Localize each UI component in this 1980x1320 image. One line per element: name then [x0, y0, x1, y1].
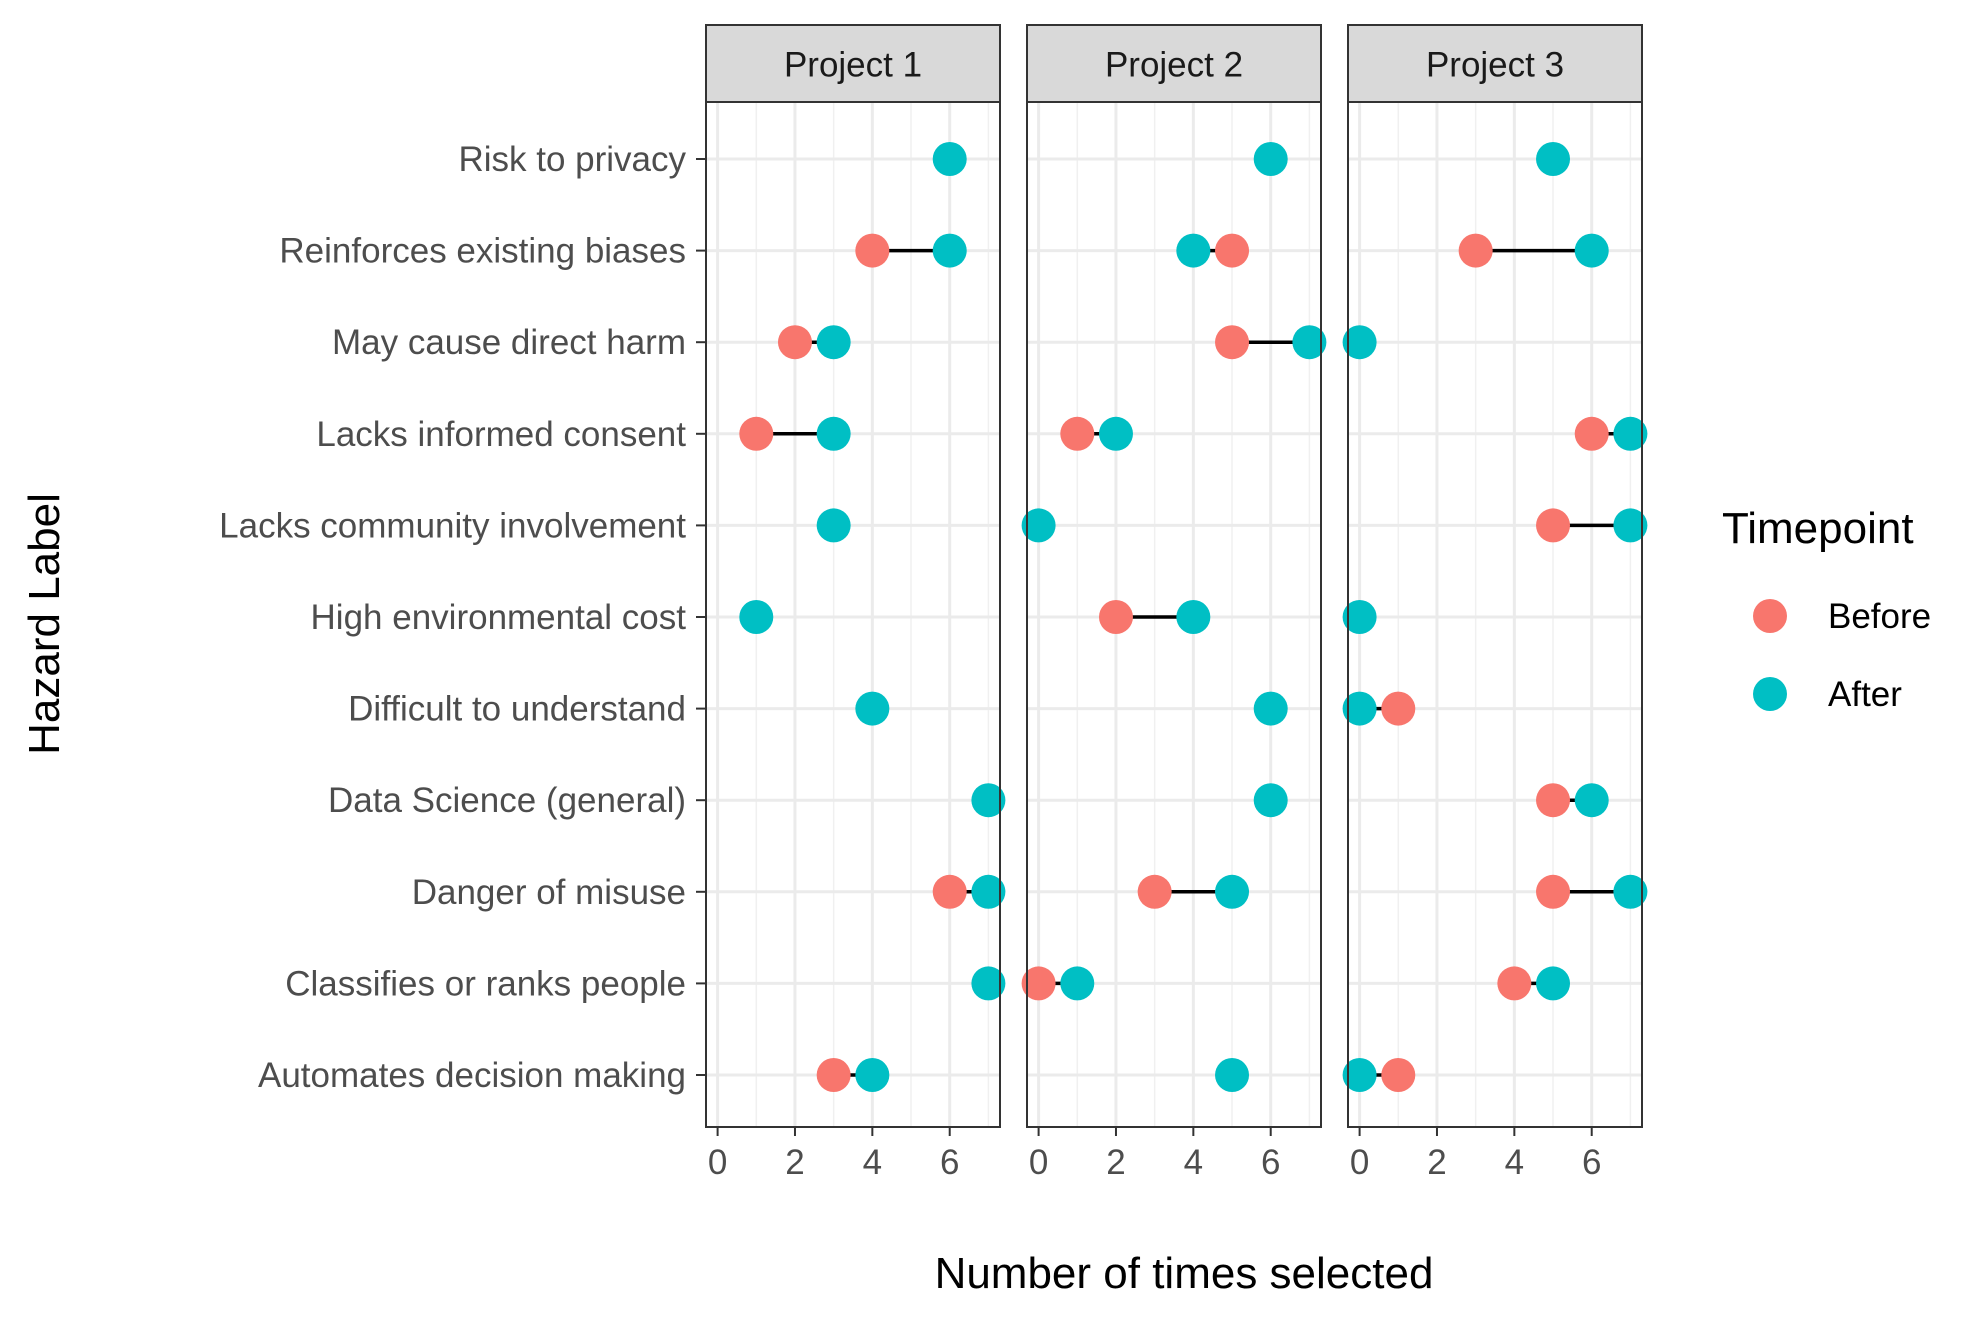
- x-tick-label: 0: [1350, 1143, 1369, 1182]
- x-axis-title: Number of times selected: [935, 1249, 1434, 1298]
- panel-title: Project 2: [1105, 46, 1243, 85]
- x-tick-label: 2: [785, 1143, 804, 1182]
- after-point: [971, 966, 1006, 1001]
- category-label: May cause direct harm: [332, 323, 686, 362]
- before-point: [1536, 508, 1571, 543]
- before-point: [1536, 783, 1571, 818]
- before-point: [1098, 600, 1133, 634]
- panel-border: [1347, 101, 1643, 1128]
- after-point: [1253, 691, 1288, 726]
- after-point: [932, 142, 967, 176]
- after-point: [1536, 966, 1571, 1001]
- category-label: Lacks informed consent: [316, 415, 686, 454]
- after-point: [1215, 874, 1250, 909]
- panel-title: Project 1: [784, 46, 922, 85]
- before-point: [777, 325, 812, 360]
- after-point: [816, 508, 851, 543]
- after-point: [855, 1058, 890, 1092]
- panels-layer: Project 1 0 2 4 6 Project 2 0 2 4 6 Project 3 0 2 4 6: [705, 24, 1648, 1182]
- panel-border: [705, 101, 1001, 1128]
- before-point: [1381, 1058, 1416, 1092]
- after-point: [1098, 416, 1133, 451]
- panel-title: Project 3: [1426, 46, 1564, 85]
- after-point: [1021, 508, 1056, 543]
- before-point: [1137, 874, 1172, 909]
- y-axis-title: Hazard Label: [20, 493, 69, 755]
- after-point: [1253, 142, 1288, 176]
- category-label: Reinforces existing biases: [279, 232, 686, 271]
- category-label: Classifies or ranks people: [285, 964, 686, 1003]
- x-tick-label: 2: [1106, 1143, 1125, 1182]
- after-point: [1613, 874, 1648, 909]
- before-point: [1021, 966, 1056, 1001]
- after-point: [1613, 416, 1648, 451]
- panel-strip-1: [705, 24, 1001, 103]
- x-tick-label: 0: [1029, 1143, 1048, 1182]
- after-point: [855, 691, 890, 726]
- before-point: [1215, 325, 1250, 360]
- x-tick-label: 6: [1582, 1143, 1601, 1182]
- category-label: High environmental cost: [311, 598, 687, 637]
- after-point: [1342, 325, 1377, 360]
- before-point: [1060, 416, 1095, 451]
- category-label: Risk to privacy: [458, 140, 686, 179]
- panel-1: Project 1 0 2 4 6: [705, 24, 1006, 1182]
- after-point: [932, 233, 967, 268]
- after-point: [1176, 600, 1211, 634]
- before-point: [1381, 691, 1416, 726]
- legend-entries: Before After: [1753, 597, 1931, 714]
- category-label: Lacks community involvement: [219, 506, 686, 545]
- after-point: [1342, 691, 1377, 726]
- x-tick-label: 6: [1261, 1143, 1280, 1182]
- x-tick-label: 4: [863, 1143, 882, 1182]
- before-point: [855, 233, 890, 268]
- after-point: [1342, 1058, 1377, 1092]
- legend-key-after: [1753, 677, 1787, 711]
- category-label: Danger of misuse: [412, 873, 686, 912]
- x-tick-label: 4: [1505, 1143, 1524, 1182]
- after-point: [1176, 233, 1211, 268]
- before-point: [1497, 966, 1532, 1001]
- after-point: [1574, 233, 1609, 268]
- panel-border: [1026, 101, 1322, 1128]
- x-tick-label: 6: [940, 1143, 959, 1182]
- before-point: [1574, 416, 1609, 451]
- panel-strip-3: [1347, 24, 1643, 103]
- before-point: [932, 874, 967, 909]
- panel-3: Project 3 0 2 4 6: [1342, 24, 1648, 1182]
- legend-label: Before: [1828, 597, 1931, 636]
- after-point: [1215, 1058, 1250, 1092]
- legend-key-before: [1753, 599, 1787, 633]
- after-point: [816, 416, 851, 451]
- after-point: [1292, 325, 1327, 360]
- before-point: [816, 1058, 851, 1092]
- x-tick-label: 0: [708, 1143, 727, 1182]
- category-labels: Risk to privacy Reinforces existing biase…: [219, 140, 706, 1095]
- panel-2: Project 2 0 2 4 6: [1021, 24, 1327, 1182]
- after-point: [971, 874, 1006, 909]
- category-label: Difficult to understand: [348, 690, 686, 729]
- category-label: Automates decision making: [258, 1056, 686, 1095]
- before-point: [1536, 874, 1571, 909]
- after-point: [1060, 966, 1095, 1001]
- after-point: [1574, 783, 1609, 818]
- after-point: [1342, 600, 1377, 634]
- category-label: Data Science (general): [328, 781, 686, 820]
- after-point: [971, 783, 1006, 818]
- x-tick-label: 2: [1427, 1143, 1446, 1182]
- legend-title: Timepoint: [1722, 504, 1914, 553]
- before-point: [739, 416, 774, 451]
- legend: Timepoint Before After: [1722, 504, 1931, 714]
- after-point: [1613, 508, 1648, 543]
- before-point: [1458, 233, 1493, 268]
- x-tick-label: 4: [1184, 1143, 1203, 1182]
- after-point: [816, 325, 851, 360]
- legend-label: After: [1828, 675, 1902, 714]
- after-point: [739, 600, 774, 634]
- before-point: [1215, 233, 1250, 268]
- after-point: [1253, 783, 1288, 818]
- after-point: [1536, 142, 1571, 176]
